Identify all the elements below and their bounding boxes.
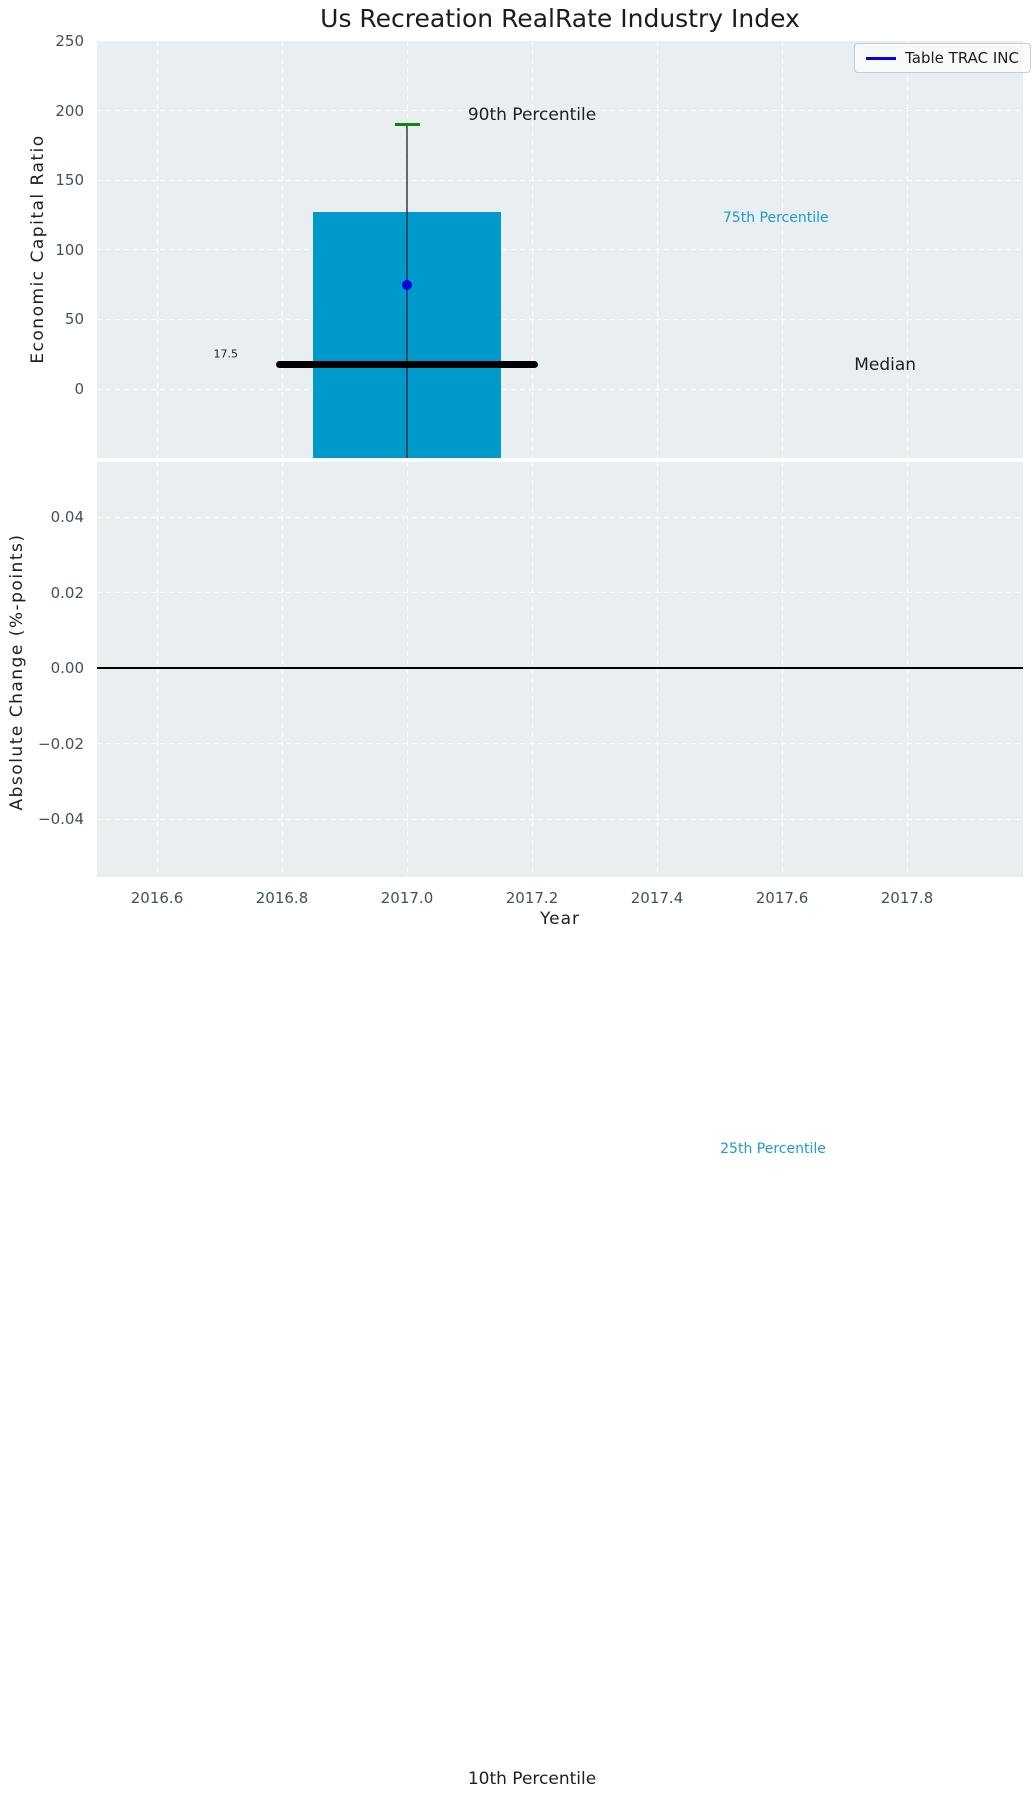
xtick-2016.6: 2016.6 [130, 889, 184, 907]
ytick-0.00: 0.00 [50, 659, 84, 677]
zero-line [97, 667, 1023, 669]
gridline-x-2017.8 [906, 462, 908, 877]
gridline-y-200 [97, 110, 1023, 112]
xtick-2016.8: 2016.8 [255, 889, 309, 907]
value-dot [402, 279, 412, 290]
gridline-y-−0.02 [97, 743, 1023, 744]
gridline-y-100 [97, 249, 1023, 251]
ytick-−0.04: −0.04 [38, 810, 84, 828]
annotation-median: Median [854, 354, 917, 375]
legend: Table TRAC INC [854, 43, 1031, 73]
legend-line-icon [866, 56, 897, 60]
gridline-y-0.02 [97, 592, 1023, 593]
ytick-200: 200 [55, 101, 84, 120]
ytick-100: 100 [55, 240, 84, 259]
gridline-y-150 [97, 179, 1023, 181]
gridline-x-2017.6 [781, 462, 783, 877]
gridline-y-−0.04 [97, 818, 1023, 820]
gridline-y-0.04 [97, 516, 1023, 518]
ytick-50: 50 [64, 310, 84, 329]
chart-title: Us Recreation RealRate Industry Index [320, 4, 800, 33]
gridline-x-2017.4 [656, 462, 658, 877]
p90-whisker-cap [395, 122, 420, 126]
axes-economic-capital-ratio: 90th Percentile 75th Percentile Median 17.5 [97, 41, 1023, 458]
xlabel-year: Year [540, 909, 580, 929]
annotation-10th-percentile: 10th Percentile [467, 1769, 597, 1789]
ytick-−0.02: −0.02 [38, 734, 84, 753]
ytick-150: 150 [55, 171, 84, 190]
xtick-2017.2: 2017.2 [505, 889, 559, 907]
ytick-0: 0 [74, 380, 84, 398]
annotation-75th-percentile: 75th Percentile [722, 209, 829, 226]
gridline-x-2016.6 [156, 462, 158, 877]
annotation-90th-percentile: 90th Percentile [467, 104, 597, 125]
gridline-y-0 [97, 388, 1023, 390]
axes-absolute-change [97, 462, 1023, 877]
ytick-0.04: 0.04 [50, 508, 84, 526]
gridline-x-2016.8 [281, 462, 283, 877]
gridline-x-2017.0 [406, 462, 408, 877]
ytick-250: 250 [55, 32, 84, 50]
xtick-2017.0: 2017.0 [380, 889, 434, 907]
gridline-y-50 [97, 318, 1023, 320]
ytick-0.02: 0.02 [50, 583, 84, 602]
xtick-2017.4: 2017.4 [630, 889, 684, 907]
xtick-2017.6: 2017.6 [755, 889, 809, 907]
gridline-x-2017.2 [531, 462, 533, 877]
xtick-2017.8: 2017.8 [880, 889, 934, 907]
median-line [275, 361, 539, 369]
annotation-25th-percentile: 25th Percentile [720, 1141, 826, 1157]
whisker-line [406, 124, 408, 458]
legend-label: Table TRAC INC [905, 49, 1019, 67]
annotation-17-5: 17.5 [213, 347, 239, 361]
